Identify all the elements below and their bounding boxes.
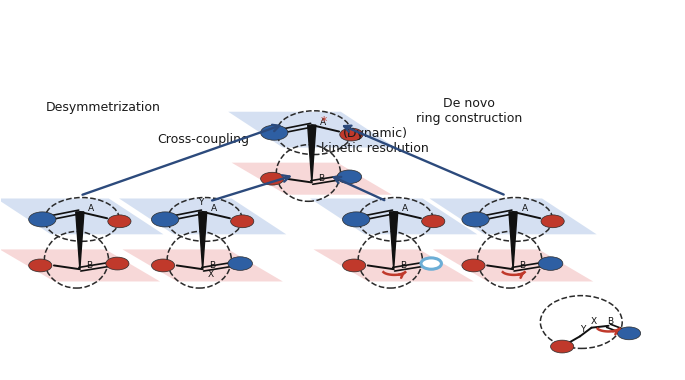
Text: X: X <box>590 317 597 326</box>
Polygon shape <box>0 198 164 234</box>
Text: B: B <box>608 317 614 326</box>
Text: A: A <box>521 204 527 213</box>
Circle shape <box>260 172 284 185</box>
Circle shape <box>29 259 52 272</box>
Text: Desymmetrization: Desymmetrization <box>46 101 160 114</box>
Circle shape <box>228 257 253 270</box>
Circle shape <box>421 258 441 269</box>
Circle shape <box>342 259 366 272</box>
Circle shape <box>260 125 288 140</box>
Circle shape <box>617 327 640 340</box>
Text: De novo
ring construction: De novo ring construction <box>416 97 522 125</box>
Text: A: A <box>211 204 217 213</box>
Circle shape <box>151 259 175 272</box>
Text: A: A <box>88 204 95 213</box>
Circle shape <box>108 215 131 228</box>
Circle shape <box>551 340 574 353</box>
Circle shape <box>541 215 564 228</box>
Text: Y: Y <box>198 198 203 207</box>
Polygon shape <box>76 212 84 269</box>
Text: B: B <box>86 261 92 270</box>
Text: Cross-coupling: Cross-coupling <box>157 133 249 146</box>
Polygon shape <box>119 198 286 234</box>
Polygon shape <box>199 212 207 269</box>
Circle shape <box>538 257 563 270</box>
Circle shape <box>462 212 489 227</box>
Polygon shape <box>390 212 398 269</box>
Polygon shape <box>232 163 392 195</box>
Text: A: A <box>321 117 327 127</box>
Text: A: A <box>402 204 408 213</box>
Text: *: * <box>321 115 327 128</box>
Circle shape <box>462 259 485 272</box>
Text: B: B <box>519 261 525 270</box>
Text: Y: Y <box>580 325 585 334</box>
Polygon shape <box>228 112 395 147</box>
Polygon shape <box>123 249 283 282</box>
Circle shape <box>105 257 129 270</box>
Polygon shape <box>314 249 474 282</box>
Polygon shape <box>0 249 160 282</box>
Text: (Dynamic)
kinetic resolution: (Dynamic) kinetic resolution <box>321 127 429 155</box>
Polygon shape <box>310 198 477 234</box>
Circle shape <box>340 128 363 141</box>
Circle shape <box>29 212 56 227</box>
Polygon shape <box>429 198 597 234</box>
Text: B: B <box>209 261 215 270</box>
Circle shape <box>231 215 254 228</box>
Polygon shape <box>308 125 316 182</box>
Polygon shape <box>433 249 593 282</box>
Polygon shape <box>509 212 517 269</box>
Text: B: B <box>400 261 406 270</box>
Circle shape <box>342 212 370 227</box>
Text: X: X <box>208 271 214 279</box>
Circle shape <box>151 212 179 227</box>
Circle shape <box>422 215 445 228</box>
Circle shape <box>337 170 362 184</box>
Text: B: B <box>319 174 325 183</box>
